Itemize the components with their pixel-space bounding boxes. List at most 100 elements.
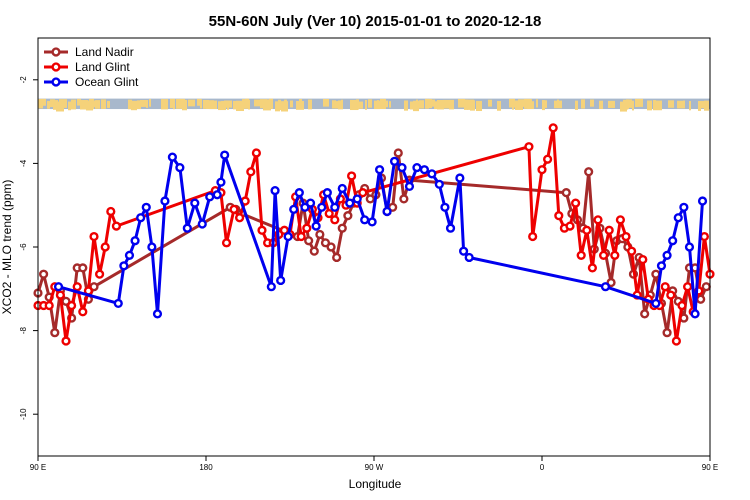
data-point <box>78 307 88 317</box>
band-land-patch <box>443 99 449 109</box>
data-point <box>666 290 676 300</box>
band-land-patch <box>170 98 175 109</box>
data-point <box>673 213 683 223</box>
data-point <box>317 202 327 212</box>
band-land-patch <box>476 100 482 112</box>
data-point <box>100 242 110 252</box>
data-point <box>300 202 310 212</box>
data-point <box>324 208 334 219</box>
band-land-patch <box>266 99 271 109</box>
data-point <box>147 242 157 252</box>
band-land-patch <box>38 98 43 109</box>
x-axis-label: Longitude <box>349 477 402 491</box>
data-point <box>697 196 708 206</box>
band-land-patch <box>323 99 329 107</box>
band-land-patch <box>77 98 81 106</box>
data-point <box>412 162 422 173</box>
band-land-patch <box>254 99 261 107</box>
data-point <box>136 213 146 223</box>
data-point <box>677 300 687 311</box>
band-land-patch <box>71 99 76 110</box>
band-land-patch <box>416 99 418 110</box>
data-point <box>690 309 700 319</box>
band-land-patch <box>677 100 685 109</box>
data-point <box>337 223 347 233</box>
legend-label: Land Glint <box>75 60 130 74</box>
band-land-patch <box>59 99 67 108</box>
data-point <box>570 198 581 208</box>
band-land-patch <box>164 100 166 108</box>
band-land-patch <box>197 98 201 106</box>
data-point <box>434 179 444 189</box>
band-land-patch <box>200 99 202 109</box>
data-point <box>548 123 558 133</box>
data-point <box>662 328 672 338</box>
band-land-patch <box>518 99 526 107</box>
band-land-patch <box>227 101 229 110</box>
band-land-patch <box>698 101 701 111</box>
data-point <box>668 236 678 246</box>
data-point <box>315 229 325 240</box>
data-point <box>621 231 631 242</box>
data-point <box>610 250 620 260</box>
data-point <box>152 309 163 319</box>
band-land-patch <box>95 100 100 109</box>
legend-swatch-marker <box>51 62 61 72</box>
data-point <box>89 231 99 242</box>
band-land-patch <box>365 99 367 110</box>
series-ocean-glint <box>53 150 708 319</box>
band-land-patch <box>137 100 141 110</box>
data-point <box>330 215 340 225</box>
band-land-patch <box>209 100 217 110</box>
band-land-patch <box>182 99 187 111</box>
band-land-patch <box>575 100 578 110</box>
land-ocean-band <box>38 98 710 112</box>
band-land-patch <box>437 100 444 110</box>
data-point <box>257 225 267 235</box>
data-point <box>66 300 77 311</box>
band-land-patch <box>623 99 628 110</box>
data-point <box>626 246 637 256</box>
data-point <box>440 202 450 212</box>
band-land-patch <box>356 99 359 110</box>
data-point <box>167 152 178 162</box>
band-land-patch <box>338 100 343 110</box>
band-land-patch <box>350 99 358 111</box>
band-land-patch <box>431 99 435 107</box>
data-point <box>220 150 230 160</box>
data-point <box>388 202 398 212</box>
data-point <box>561 188 571 198</box>
band-land-patch <box>626 99 629 110</box>
band-land-patch <box>404 100 408 111</box>
data-point <box>221 238 232 248</box>
y-axis-label: XCO2 - MLO trend (ppm) <box>0 180 14 315</box>
data-point <box>662 250 672 260</box>
data-point <box>682 282 693 292</box>
data-point <box>337 183 347 194</box>
band-land-patch <box>278 99 281 111</box>
band-land-patch <box>683 100 685 108</box>
data-point <box>235 213 245 223</box>
band-land-patch <box>653 100 656 111</box>
data-point <box>296 231 306 242</box>
band-land-patch <box>80 100 88 110</box>
chart-title: 55N-60N July (Ver 10) 2015-01-01 to 2020… <box>209 13 542 30</box>
data-point <box>651 298 661 309</box>
band-land-patch <box>449 99 454 110</box>
band-land-patch <box>557 99 559 109</box>
band-land-patch <box>284 99 287 110</box>
band-land-patch <box>173 99 175 110</box>
band-land-patch <box>425 98 429 109</box>
band-land-patch <box>419 100 424 109</box>
data-point <box>455 173 465 183</box>
band-land-patch <box>248 99 250 110</box>
legend-label: Land Nadir <box>75 45 134 59</box>
band-land-patch <box>146 100 148 108</box>
data-point <box>537 165 547 175</box>
band-land-patch <box>470 100 475 111</box>
data-point <box>419 165 430 175</box>
data-point <box>528 231 538 242</box>
data-point <box>283 231 293 242</box>
data-point <box>205 192 215 202</box>
data-point <box>279 225 290 235</box>
